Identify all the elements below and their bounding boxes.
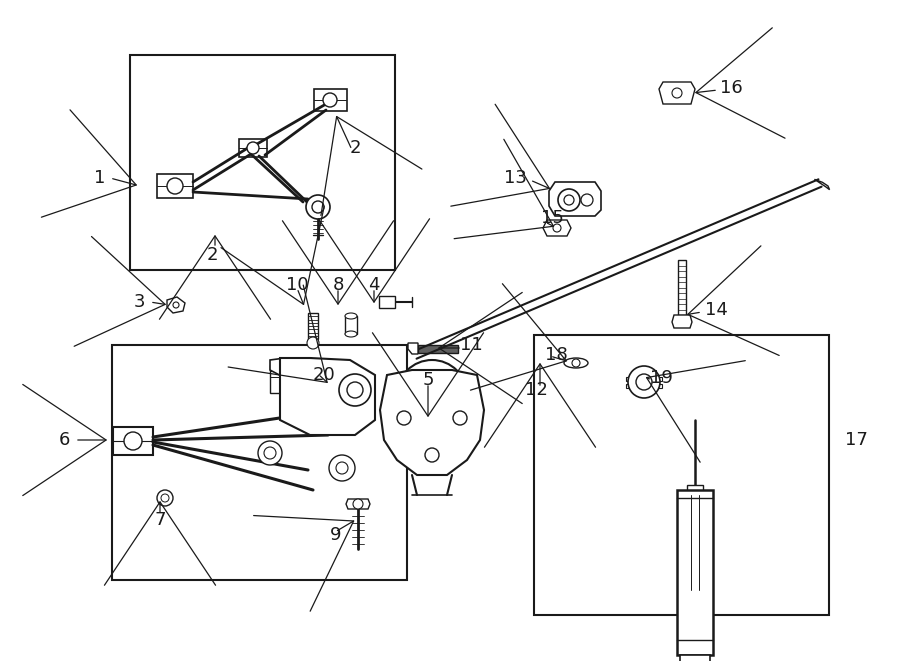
Circle shape	[336, 462, 348, 474]
Text: 19: 19	[650, 369, 673, 387]
Polygon shape	[379, 296, 395, 308]
Polygon shape	[408, 343, 418, 354]
Bar	[418, 345, 458, 353]
Polygon shape	[672, 315, 692, 328]
Bar	[678, 260, 686, 315]
Text: 17: 17	[845, 431, 868, 449]
Circle shape	[124, 432, 142, 450]
Circle shape	[425, 448, 439, 462]
Polygon shape	[167, 297, 185, 313]
Circle shape	[636, 374, 652, 390]
Text: 20: 20	[313, 366, 336, 384]
Polygon shape	[270, 358, 330, 378]
Text: 6: 6	[58, 431, 70, 449]
Ellipse shape	[564, 358, 588, 368]
Bar	[112, 345, 407, 580]
Text: 11: 11	[460, 336, 482, 354]
Polygon shape	[380, 370, 484, 475]
Text: 1: 1	[94, 169, 105, 187]
Bar	[626, 377, 662, 381]
Ellipse shape	[345, 331, 357, 337]
Polygon shape	[659, 82, 695, 104]
Circle shape	[558, 189, 580, 211]
Circle shape	[581, 194, 593, 206]
Text: 2: 2	[350, 139, 362, 157]
Bar	[534, 335, 829, 615]
Text: 9: 9	[330, 526, 341, 544]
Circle shape	[323, 93, 337, 107]
Circle shape	[397, 411, 411, 425]
Polygon shape	[346, 499, 370, 509]
Circle shape	[306, 195, 330, 219]
Bar	[626, 384, 662, 388]
Circle shape	[167, 178, 183, 194]
Text: 12: 12	[525, 381, 547, 399]
Ellipse shape	[345, 313, 357, 319]
Circle shape	[157, 490, 173, 506]
Text: 10: 10	[285, 276, 309, 294]
Circle shape	[347, 382, 363, 398]
Circle shape	[312, 201, 324, 213]
Circle shape	[414, 377, 450, 413]
Text: 16: 16	[720, 79, 742, 97]
Circle shape	[307, 337, 319, 349]
Bar	[157, 174, 193, 198]
Bar	[677, 490, 713, 655]
Circle shape	[564, 195, 574, 205]
Circle shape	[339, 374, 371, 406]
Polygon shape	[543, 220, 571, 236]
Circle shape	[672, 88, 682, 98]
Circle shape	[453, 411, 467, 425]
Circle shape	[553, 224, 561, 232]
Bar	[308, 313, 318, 339]
Circle shape	[264, 447, 276, 459]
Bar	[239, 139, 267, 157]
Polygon shape	[814, 179, 830, 190]
Bar	[130, 55, 395, 270]
Bar	[687, 485, 703, 495]
Bar	[113, 427, 153, 455]
Circle shape	[161, 494, 169, 502]
Circle shape	[572, 359, 580, 367]
Circle shape	[397, 360, 467, 430]
Bar	[345, 316, 357, 334]
Circle shape	[353, 499, 363, 509]
Polygon shape	[280, 358, 375, 435]
Polygon shape	[680, 655, 710, 661]
Text: 2: 2	[206, 246, 218, 264]
Bar	[314, 89, 347, 111]
Bar	[270, 365, 300, 393]
Text: 5: 5	[422, 371, 434, 389]
Text: 18: 18	[545, 346, 568, 364]
Circle shape	[173, 302, 179, 308]
Text: 7: 7	[154, 511, 166, 529]
Polygon shape	[549, 182, 601, 216]
Circle shape	[258, 441, 282, 465]
Circle shape	[329, 455, 355, 481]
Text: 13: 13	[504, 169, 527, 187]
Text: 8: 8	[332, 276, 344, 294]
Circle shape	[628, 366, 660, 398]
Text: 15: 15	[541, 209, 564, 227]
Circle shape	[247, 142, 259, 154]
Text: 14: 14	[705, 301, 728, 319]
Text: 3: 3	[133, 293, 145, 311]
Text: 4: 4	[368, 276, 380, 294]
